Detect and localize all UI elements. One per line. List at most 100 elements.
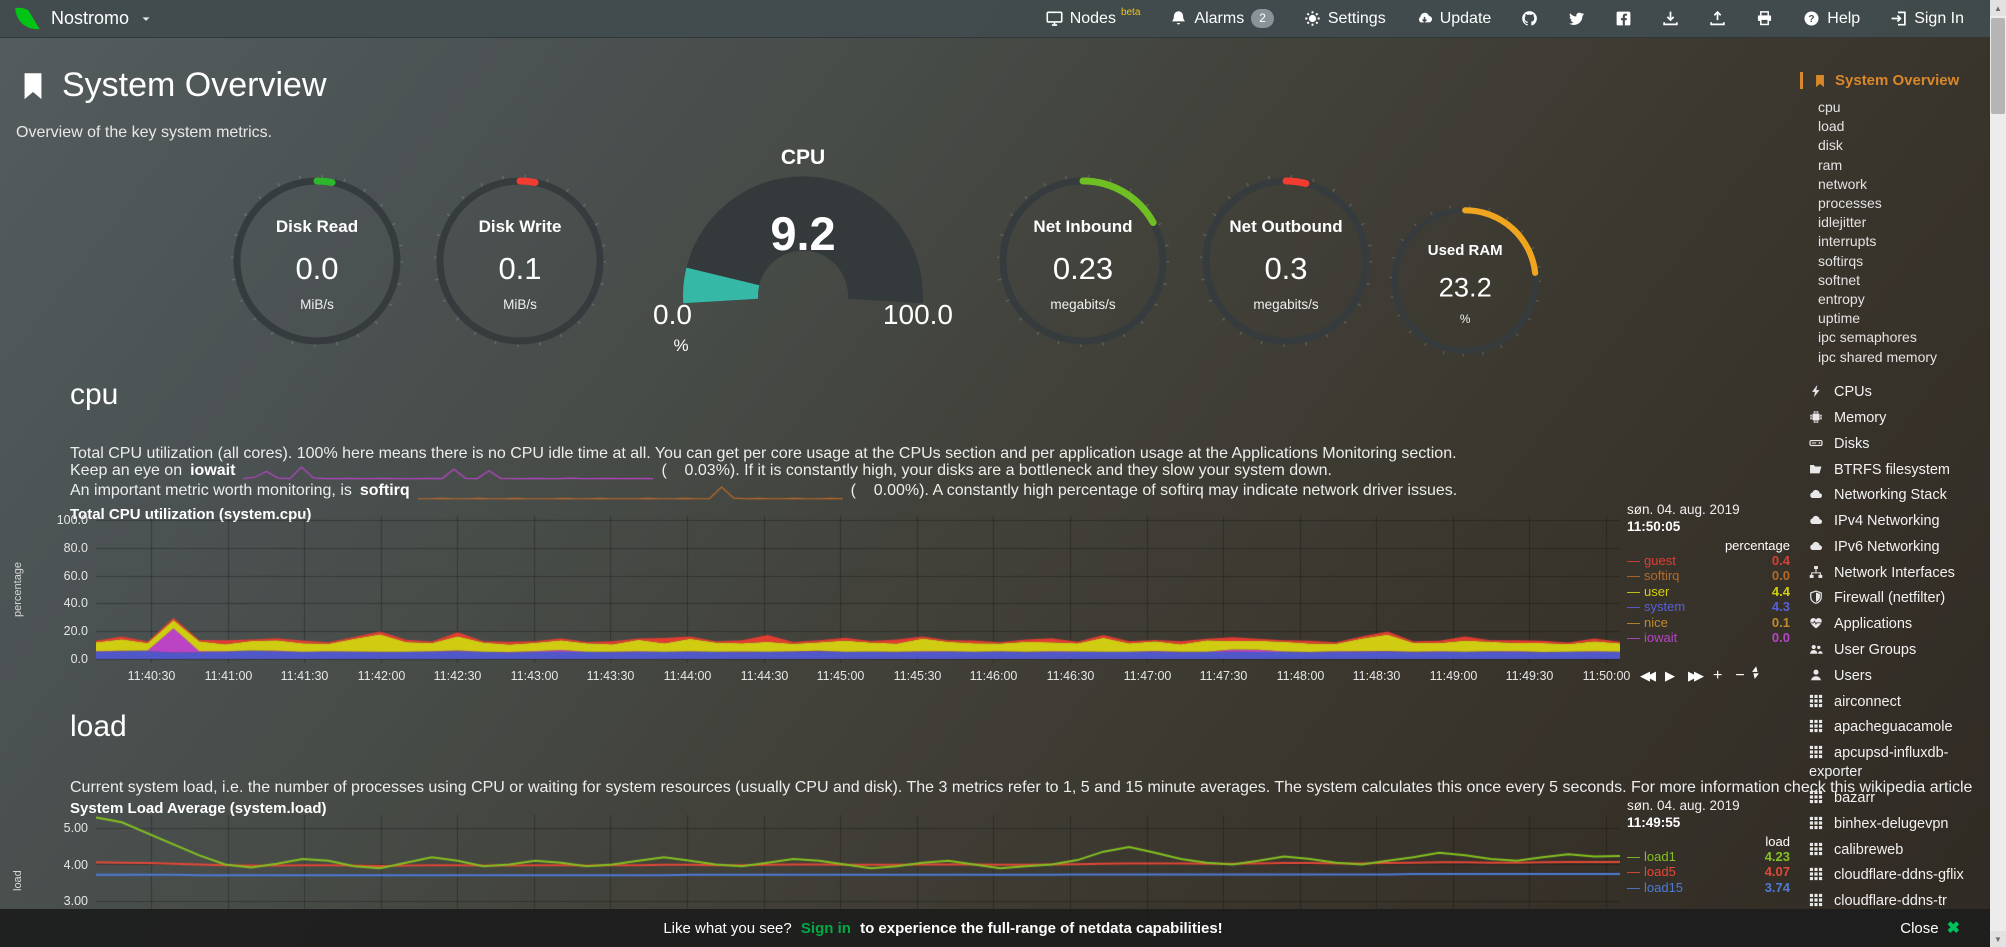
chart-resize-handle[interactable]: ▴ ▾ xyxy=(1752,663,1758,682)
iowait-text-post: ( 0.03%). If it is constantly high, your… xyxy=(661,462,1332,479)
x-tick: 11:47:00 xyxy=(1123,669,1172,683)
page-head: System Overview xyxy=(18,66,327,105)
nav-item-nodes[interactable]: Nodes beta xyxy=(1046,7,1140,28)
sidebar-item-memory[interactable]: Memory xyxy=(1809,406,1990,432)
legend-label: system xyxy=(1644,599,1686,615)
gauge-cpu[interactable]: CPU 9.2 0.0 100.0 % xyxy=(653,144,953,394)
sidebar-item-networking-stack[interactable]: Networking Stack xyxy=(1809,483,1990,509)
x-tick: 11:43:00 xyxy=(510,669,559,683)
gauge-disk-read[interactable]: Disk Read 0.0 MiB/s xyxy=(227,175,407,375)
legend-row-load5[interactable]: — load5 4.07 xyxy=(1627,864,1790,879)
sidebar-item-apcupsd-influxdb-exporter[interactable]: apcupsd-influxdb-exporter xyxy=(1809,745,1949,781)
header-nav: Nodes beta Alarms 2 Settings Update xyxy=(1046,7,1990,28)
sidebar-item-airconnect[interactable]: airconnect xyxy=(1809,689,1990,715)
cpu-chart-plot[interactable] xyxy=(96,516,1620,663)
sidebar-item-firewall-netfilter[interactable]: Firewall (netfilter) xyxy=(1809,586,1990,612)
nav-item-upload[interactable] xyxy=(1709,10,1726,27)
sidebar-active-label: System Overview xyxy=(1835,72,1960,89)
x-tick: 11:43:30 xyxy=(586,669,635,683)
sidebar-subitem-disk[interactable]: disk xyxy=(1818,137,1843,154)
sidebar-subitem-ram[interactable]: ram xyxy=(1818,156,1843,173)
zoom-out-button[interactable]: − xyxy=(1735,667,1745,684)
sidebar-item-ipv6-networking[interactable]: IPv6 Networking xyxy=(1809,535,1990,561)
gauge-net-outbound[interactable]: Net Outbound 0.3 megabits/s xyxy=(1196,175,1376,375)
pan-backward-button[interactable]: ◀◀ xyxy=(1640,668,1656,683)
legend-row-load15[interactable]: — load15 3.74 xyxy=(1627,880,1790,895)
banner-close-button[interactable]: Close ✖ xyxy=(1900,919,1960,938)
sidebar-subitem-softnet[interactable]: softnet xyxy=(1818,271,1861,288)
y-tick: 5.00 xyxy=(63,820,88,835)
netdata-logo[interactable] xyxy=(13,5,41,33)
play-button[interactable]: ▶ xyxy=(1665,668,1675,683)
pan-forward-button[interactable]: ▶▶ xyxy=(1688,668,1704,683)
legend-row-iowait[interactable]: — iowait 0.0 xyxy=(1627,630,1790,645)
sidebar-subitem-softirqs[interactable]: softirqs xyxy=(1818,252,1864,269)
sidebar-item-network-interfaces[interactable]: Network Interfaces xyxy=(1809,560,1990,586)
sidebar-item-binhex-delugevpn[interactable]: binhex-delugevpn xyxy=(1809,811,1990,837)
hostname-dropdown[interactable]: Nostromo xyxy=(51,8,130,28)
legend-dash: — xyxy=(1627,864,1640,880)
sidebar-item-cpus[interactable]: CPUs xyxy=(1809,380,1990,406)
nav-item-facebook[interactable] xyxy=(1615,10,1632,27)
sidebar-subitem-interrupts[interactable]: interrupts xyxy=(1818,233,1877,250)
nav-item-help[interactable]: ? Help xyxy=(1803,10,1860,28)
sidebar-subitem-ipc-shared-memory[interactable]: ipc shared memory xyxy=(1818,348,1938,365)
scrollbar-thumb[interactable] xyxy=(1991,18,2005,114)
legend-row-guest[interactable]: — guest 0.4 xyxy=(1627,553,1790,568)
gauge-disk-write[interactable]: Disk Write 0.1 MiB/s xyxy=(430,175,610,375)
cpu-gauge-max: 100.0 xyxy=(882,299,953,330)
sidebar-subitem-network[interactable]: network xyxy=(1818,175,1868,192)
monitor-icon xyxy=(1046,10,1063,27)
sidebar-subitem-idlejitter[interactable]: idlejitter xyxy=(1818,214,1867,231)
legend-value: 0.0 xyxy=(1771,568,1790,584)
legend-row-user[interactable]: — user 4.4 xyxy=(1627,584,1790,599)
sidebar-item-cloudflare-ddns-tr[interactable]: cloudflare-ddns-tr xyxy=(1809,889,1990,915)
nav-item-github[interactable] xyxy=(1521,10,1538,27)
banner-signin-link[interactable]: Sign in xyxy=(800,919,851,937)
legend-row-nice[interactable]: — nice 0.1 xyxy=(1627,615,1790,630)
nav-item-update[interactable]: Update xyxy=(1416,10,1491,28)
legend-row-load1[interactable]: — load1 4.23 xyxy=(1627,849,1790,864)
sidebar-subitem-entropy[interactable]: entropy xyxy=(1818,291,1865,308)
nav-item-print[interactable] xyxy=(1756,10,1773,27)
sidebar-subitem-cpu[interactable]: cpu xyxy=(1818,99,1841,115)
sidebar-item-apacheguacamole[interactable]: apacheguacamole xyxy=(1809,715,1990,741)
load-description: Current system load, i.e. the number of … xyxy=(70,779,1973,796)
nav-item-sign-in[interactable]: Sign In xyxy=(1890,10,1964,28)
softirq-text-post: ( 0.00%). A constantly high percentage o… xyxy=(850,482,1458,499)
nav-item-download[interactable] xyxy=(1662,10,1679,27)
legend-row-system[interactable]: — system 4.3 xyxy=(1627,599,1790,614)
sidebar-item-btrfs-filesystem[interactable]: BTRFS filesystem xyxy=(1809,457,1990,483)
gauge-used-ram[interactable]: Used RAM 23.2 % xyxy=(1386,205,1544,381)
sidebar-item-system-overview[interactable]: System Overview xyxy=(1800,72,1990,89)
scrollbar-down-arrow[interactable]: ▼ xyxy=(1990,931,2006,947)
sidebar-item-ipv4-networking[interactable]: IPv4 Networking xyxy=(1809,509,1990,535)
sidebar-item-user-groups[interactable]: User Groups xyxy=(1809,638,1990,664)
chevron-down-icon[interactable] xyxy=(139,12,153,26)
x-tick: 11:50:00 xyxy=(1582,669,1631,683)
sidebar-subitem-processes[interactable]: processes xyxy=(1818,195,1882,212)
nav-item-settings[interactable]: Settings xyxy=(1304,10,1386,28)
sidebar-item-cloudflare-ddns-gflix[interactable]: cloudflare-ddns-gflix xyxy=(1809,863,1990,889)
facebook-icon xyxy=(1615,10,1632,27)
gauge-label: Disk Write xyxy=(478,217,562,236)
sidebar-item-bazarr[interactable]: bazarr xyxy=(1809,786,1990,812)
bell-icon xyxy=(1170,10,1187,27)
sidebar-item-applications[interactable]: Applications xyxy=(1809,612,1990,638)
scrollbar-up-arrow[interactable]: ▲ xyxy=(1990,0,2006,16)
nav-item-twitter[interactable] xyxy=(1568,10,1585,27)
sidebar-item-calibreweb[interactable]: calibreweb xyxy=(1809,837,1990,863)
legend-row-softirq[interactable]: — softirq 0.0 xyxy=(1627,568,1790,583)
cpu-chart-toolbox: ◀◀ ▶ ▶▶ + − xyxy=(1640,667,1745,685)
softirq-sparkline[interactable] xyxy=(417,485,843,501)
sidebar-item-disks[interactable]: Disks xyxy=(1809,431,1990,457)
sidebar-subitem-load[interactable]: load xyxy=(1818,118,1845,135)
iowait-sparkline[interactable] xyxy=(243,465,654,481)
zoom-in-button[interactable]: + xyxy=(1713,667,1723,684)
page-scrollbar[interactable]: ▲ ▼ xyxy=(1990,0,2006,947)
sidebar-subitem-uptime[interactable]: uptime xyxy=(1818,310,1861,327)
nav-item-alarms[interactable]: Alarms 2 xyxy=(1170,9,1274,28)
sidebar-item-users[interactable]: Users xyxy=(1809,663,1990,689)
sidebar-subitem-ipc-semaphores[interactable]: ipc semaphores xyxy=(1818,329,1917,346)
gauge-net-inbound[interactable]: Net Inbound 0.23 megabits/s xyxy=(993,175,1173,375)
